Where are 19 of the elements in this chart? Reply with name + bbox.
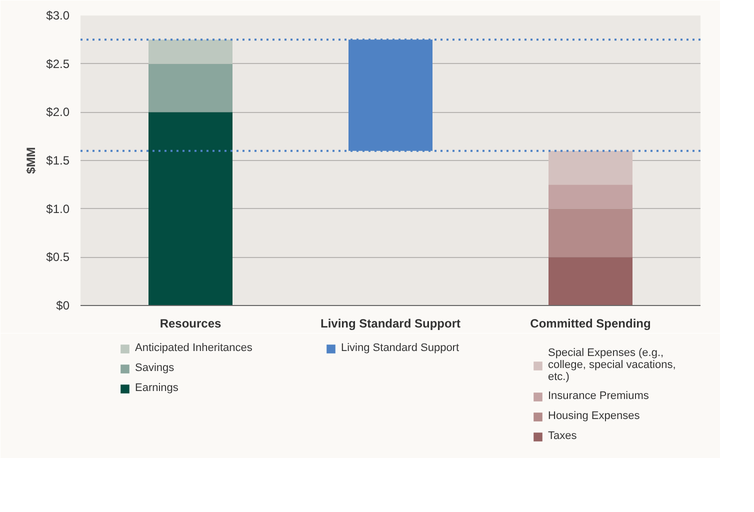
y-tick-label: $2.0	[46, 105, 70, 120]
x-tick-label: Living Standard Support	[320, 316, 461, 330]
y-tick-label: $3.0	[46, 8, 70, 22]
y-tick-label: $0.5	[46, 250, 70, 264]
legend-label: Special Expenses (e.g., college, special vacations, etc.)	[548, 347, 676, 383]
y-axis-title: $MM	[24, 147, 38, 174]
legend-label: Anticipated Inheritances	[135, 341, 252, 355]
y-tick-label: $1.0	[46, 202, 70, 216]
legend-label: Savings	[135, 361, 174, 375]
y-tick-label: $2.5	[46, 56, 70, 71]
legend-label: Taxes	[548, 429, 577, 443]
legend-label: Housing Expenses	[548, 409, 640, 423]
x-tick-label: Resources	[160, 316, 222, 330]
y-tick-label: $0	[56, 298, 70, 312]
legend-label: Earnings	[135, 381, 178, 395]
y-tick-label: $1.5	[46, 154, 70, 168]
legend-label: Insurance Premiums	[548, 389, 649, 403]
x-tick-label: Committed Spending	[530, 316, 651, 330]
legend-label: Living Standard Support	[341, 341, 460, 355]
